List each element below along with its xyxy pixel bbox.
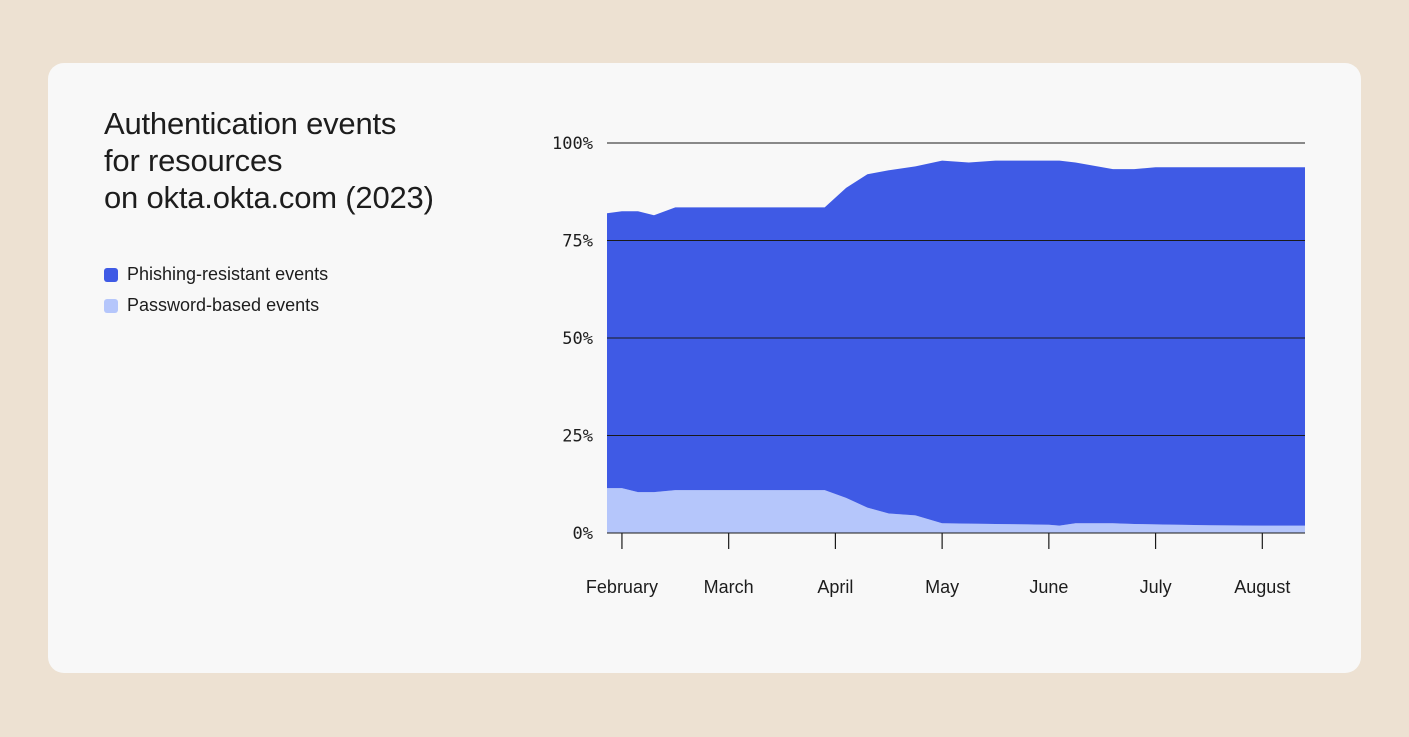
legend: Phishing-resistant events Password-based… xyxy=(104,259,328,321)
area-chart: 0% 25% 50% 75% 100% February March April May June… xyxy=(552,134,1305,597)
x-tick-label: August xyxy=(1234,577,1290,597)
legend-swatch-password-based xyxy=(104,298,118,313)
legend-item-phishing-resistant: Phishing-resistant events xyxy=(104,259,328,290)
x-tick-label: July xyxy=(1140,577,1172,597)
x-tick-label: February xyxy=(586,577,658,597)
y-tick-label: 0% xyxy=(573,524,593,544)
legend-item-password-based: Password-based events xyxy=(104,290,328,321)
x-tick-label: June xyxy=(1029,577,1068,597)
title-line-3: on okta.okta.com (2023) xyxy=(104,180,434,215)
x-tick-label: May xyxy=(925,577,959,597)
y-tick-label: 50% xyxy=(562,329,593,349)
title-line-1: Authentication events xyxy=(104,106,397,141)
legend-label-password-based: Password-based events xyxy=(127,295,320,315)
chart-card: Authentication events for resources on o… xyxy=(48,63,1361,673)
chart-title: Authentication events for resources on o… xyxy=(104,105,434,216)
title-line-2: for resources xyxy=(104,143,283,178)
x-tick-label: March xyxy=(704,577,754,597)
y-tick-label: 25% xyxy=(562,427,593,447)
area-password-based-events xyxy=(607,488,1305,533)
legend-swatch-phishing-resistant xyxy=(104,267,118,282)
y-tick-label: 100% xyxy=(552,134,593,154)
y-tick-label: 75% xyxy=(562,232,593,252)
x-tick-label: April xyxy=(817,577,853,597)
area-phishing-resistant-events xyxy=(607,160,1305,526)
legend-label-phishing-resistant: Phishing-resistant events xyxy=(127,264,329,284)
